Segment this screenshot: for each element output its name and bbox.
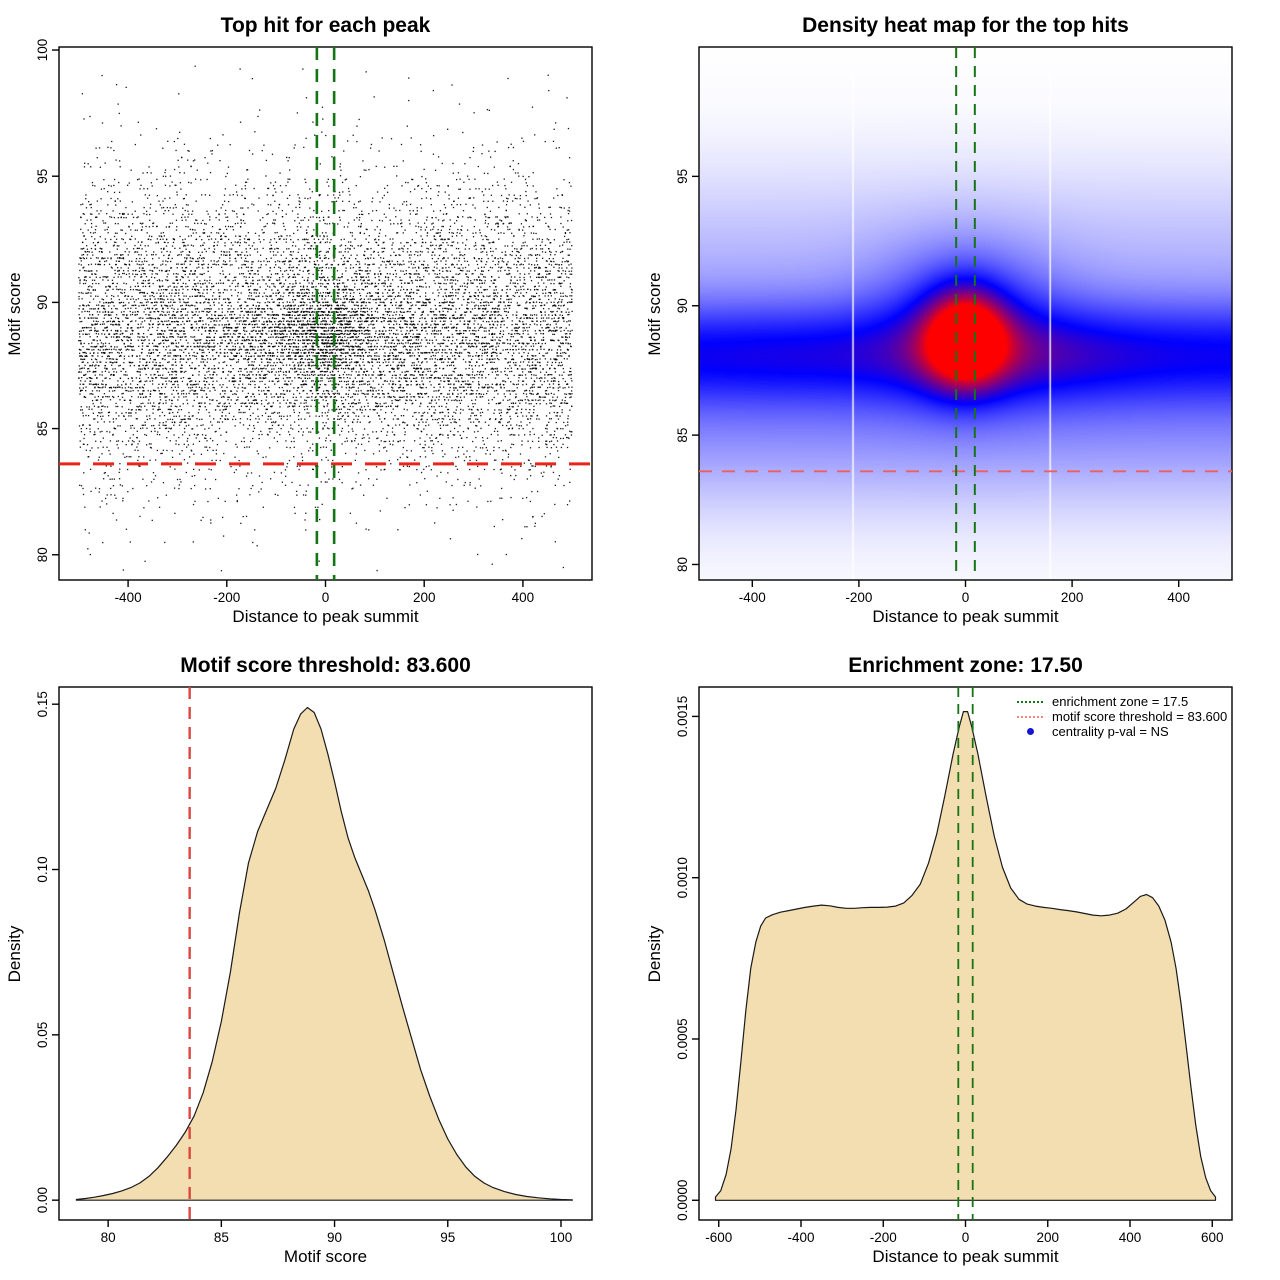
panel-enrichment-zone-density: Enrichment zone: 17.50 -600 -400 -200 0 200 4… (640, 640, 1280, 1280)
svg-text:-200: -200 (213, 590, 240, 605)
panel-top-hit-scatter: Top hit for each peak -400 -200 0 200 400 80 8… (0, 0, 640, 640)
x-axis-title: Distance to peak summit (872, 607, 1059, 626)
svg-text:0.0000: 0.0000 (675, 1180, 690, 1221)
y-axis-title: Motif score (645, 272, 664, 356)
svg-text:0.00: 0.00 (35, 1187, 50, 1213)
svg-text:0.05: 0.05 (35, 1022, 50, 1048)
heatmap-canvas (699, 47, 1232, 580)
svg-text:400: 400 (1167, 590, 1190, 605)
legend-item-centrality-pval: centrality p-val = NS (1017, 724, 1227, 739)
svg-text:-200: -200 (870, 1230, 897, 1245)
svg-text:600: 600 (1201, 1230, 1224, 1245)
svg-text:200: 200 (1036, 1230, 1059, 1245)
legend-label: centrality p-val = NS (1052, 724, 1169, 739)
panel-title: Enrichment zone: 17.50 (848, 654, 1083, 677)
svg-text:200: 200 (413, 590, 436, 605)
panel-title: Motif score threshold: 83.600 (180, 654, 471, 677)
y-axis-title: Density (5, 925, 24, 983)
svg-text:0.15: 0.15 (35, 691, 50, 717)
legend-label: enrichment zone = 17.5 (1052, 694, 1189, 709)
svg-text:85: 85 (214, 1230, 229, 1245)
svg-text:100: 100 (550, 1230, 573, 1245)
score-density-svg: 80 85 90 95 100 0.00 0.05 0.10 0.15 (35, 686, 593, 1245)
panel-title: Density heat map for the top hits (802, 14, 1129, 37)
x-axis-title: Distance to peak summit (232, 607, 419, 626)
svg-text:0: 0 (322, 590, 330, 605)
svg-text:90: 90 (35, 295, 50, 310)
legend-item-score-threshold: motif score threshold = 83.600 (1017, 709, 1227, 724)
svg-text:80: 80 (675, 557, 690, 572)
svg-text:400: 400 (512, 590, 535, 605)
green-dotted-line-swatch (1017, 700, 1043, 703)
svg-text:100: 100 (35, 39, 50, 62)
svg-text:0.10: 0.10 (35, 856, 50, 882)
svg-text:85: 85 (675, 428, 690, 443)
legend-item-enrichment-zone: enrichment zone = 17.5 (1017, 694, 1227, 709)
svg-text:-400: -400 (739, 590, 766, 605)
svg-text:80: 80 (35, 547, 50, 562)
heatmap-axes-svg: -400 -200 0 200 400 80 85 90 95 (675, 46, 1233, 605)
svg-text:85: 85 (35, 421, 50, 436)
svg-text:80: 80 (101, 1230, 116, 1245)
panel-title: Top hit for each peak (220, 14, 431, 37)
svg-text:90: 90 (327, 1230, 342, 1245)
panel-density-heatmap: Density heat map for the top hits -400 -2… (640, 0, 1280, 640)
y-axis-title: Motif score (5, 272, 24, 356)
svg-text:0.0005: 0.0005 (675, 1018, 690, 1059)
svg-text:95: 95 (35, 169, 50, 184)
red-dotted-line-swatch (1017, 715, 1043, 718)
scatter-axes-svg: -400 -200 0 200 400 80 85 90 95 100 (35, 39, 593, 605)
svg-text:95: 95 (675, 169, 690, 184)
y-axis-title: Density (645, 925, 664, 983)
svg-text:0: 0 (962, 590, 970, 605)
svg-text:0.0015: 0.0015 (675, 696, 690, 737)
distance-density-svg: -600 -400 -200 0 200 400 600 0.0000 0.0005 0.0010… (675, 686, 1233, 1245)
svg-text:0: 0 (962, 1230, 970, 1245)
x-axis-title: Distance to peak summit (872, 1247, 1059, 1266)
svg-text:90: 90 (675, 298, 690, 313)
svg-text:400: 400 (1119, 1230, 1142, 1245)
svg-text:-600: -600 (705, 1230, 732, 1245)
plot-legend: enrichment zone = 17.5 motif score thres… (1017, 694, 1227, 739)
svg-text:0.0010: 0.0010 (675, 857, 690, 898)
blue-dot-swatch (1017, 728, 1043, 735)
svg-text:95: 95 (440, 1230, 455, 1245)
x-axis-title: Motif score (283, 1247, 368, 1266)
panel-motif-score-density: Motif score threshold: 83.600 80 85 90 95 10… (0, 640, 640, 1280)
svg-text:-400: -400 (115, 590, 142, 605)
svg-text:-200: -200 (845, 590, 872, 605)
svg-text:-400: -400 (787, 1230, 814, 1245)
svg-text:200: 200 (1061, 590, 1084, 605)
scatter-points-canvas (59, 47, 592, 580)
legend-label: motif score threshold = 83.600 (1052, 709, 1228, 724)
